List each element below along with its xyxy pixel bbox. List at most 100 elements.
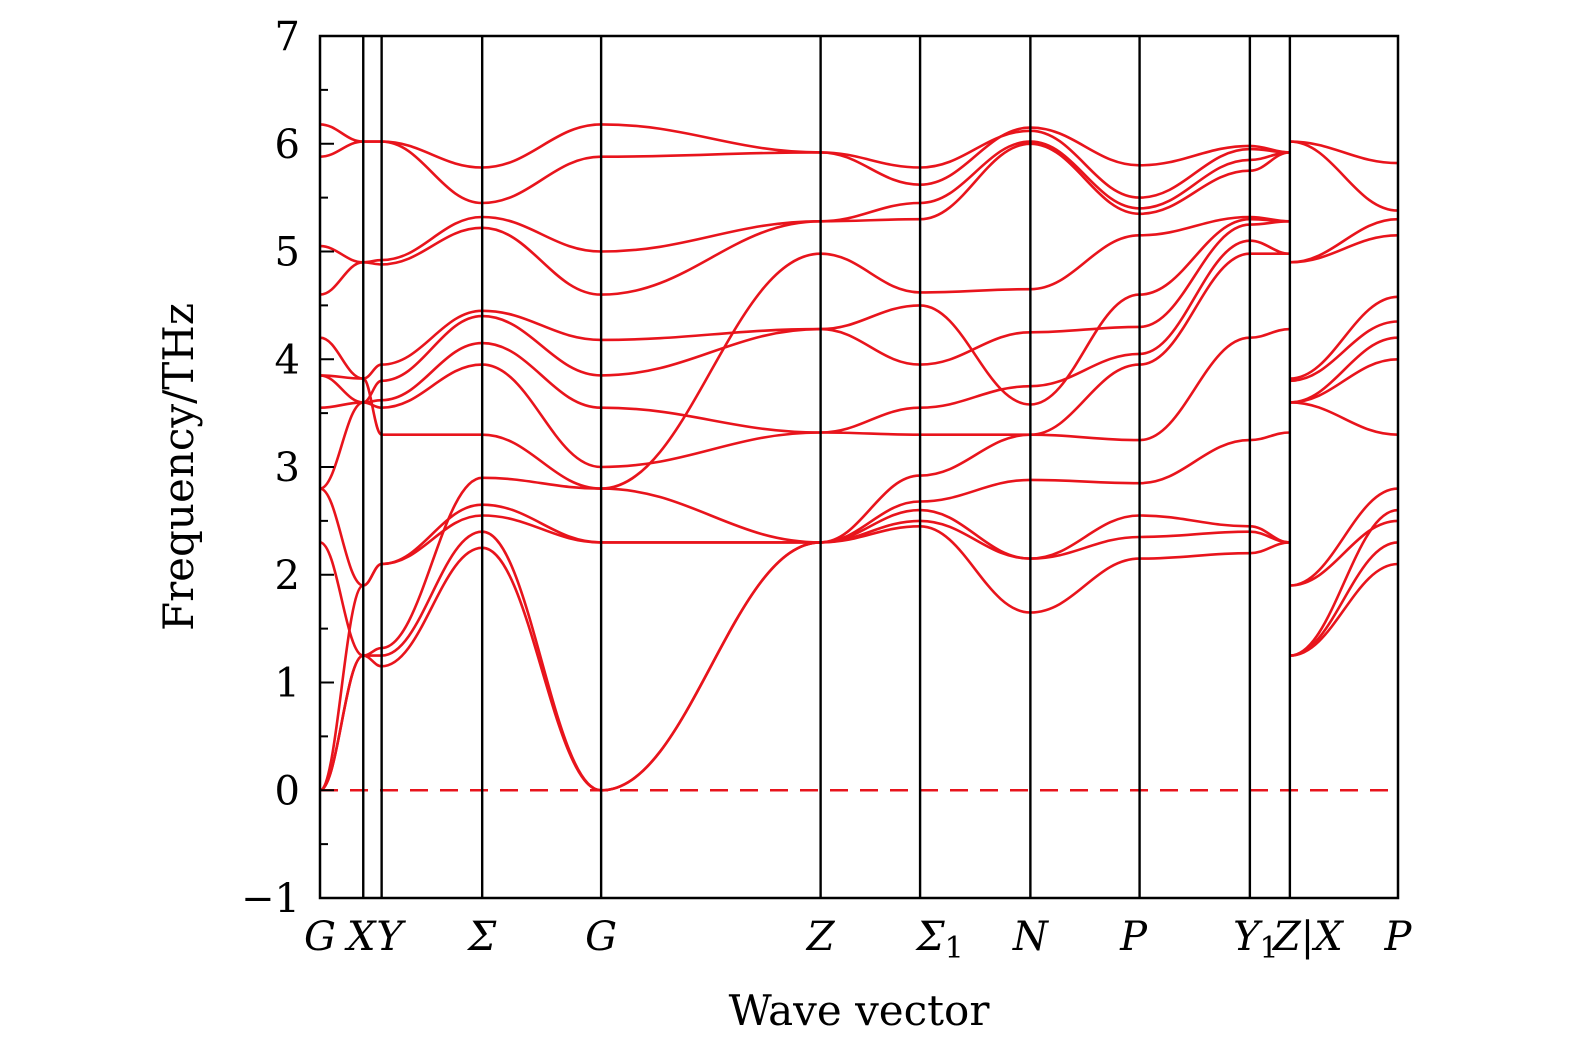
band-Y-Σ-14 [381,140,483,205]
band-Y-Σ-4 [381,476,483,650]
band-N-P-1 [1030,557,1140,614]
band-Z-Σ1-6 [820,431,921,436]
band-Σ1-N-3 [920,519,1031,560]
band-G-X-2 [319,654,364,792]
band-X-P-6 [1289,401,1399,436]
band-Y-Σ-3 [381,514,483,566]
band-G-X-6 [319,401,364,490]
band-N-P-5 [1030,433,1140,442]
band-G-X-12 [319,244,364,264]
band-N-P-11 [1030,142,1140,216]
band-X-Y-12 [363,258,382,264]
band-Y-Σ-7 [381,341,483,402]
band-P-Y1-12 [1139,158,1250,210]
band-G-Z-12 [601,220,821,253]
band-Σ-G-3 [482,514,602,544]
band-P-Y1-6 [1139,252,1250,366]
band-Y1-Z|X-3 [1249,525,1291,544]
x-label-6: Σ1 [914,914,963,966]
band-N-P-13 [1030,129,1140,199]
band-Σ-G-2 [481,530,602,792]
y-tick-label: −1 [241,876,300,922]
band-Z-Σ1-14 [820,151,921,186]
band-X-P-9 [1289,320,1399,383]
band-Σ1-N-1 [920,525,1031,614]
band-Y-Σ-8 [381,314,483,383]
band-G-X-5 [319,487,364,587]
band-G-Z-11 [601,220,821,296]
band-N-P-7 [1030,352,1140,388]
y-tick-label: 5 [275,230,300,276]
band-N-P-10 [1030,234,1140,291]
x-label-2: Y [376,914,406,960]
band-N-P-8 [1030,325,1140,334]
band-P-Y1-10 [1139,215,1250,237]
band-G-X-10 [319,336,364,380]
band-G-X-11 [319,261,364,296]
band-P-Y1-3 [1139,514,1250,528]
band-G-Z-13 [601,123,821,154]
band-P-Y1-2 [1139,530,1250,539]
band-G-Z-6 [601,431,821,469]
band-Y-Σ-2 [381,530,483,657]
band-Y-Σ-9 [381,309,483,366]
band-N-P-4 [1030,478,1140,485]
y-tick-label: 0 [275,768,300,814]
x-label-4: G [585,914,617,960]
band-Σ1-N-4 [920,478,1031,503]
y-axis-ticks: −1 0 1 2 3 4 5 6 7 [241,14,334,922]
band-X-Y-1 [362,654,382,668]
x-label-5: Z [805,914,836,960]
band-X-P-2 [1289,541,1399,657]
band-Z-Σ1-7 [820,406,921,434]
band-Σ-G-11 [482,226,602,296]
band-Σ-G-6 [482,363,602,469]
band-Σ1-N-5 [920,433,1031,477]
y-tick-label: 4 [275,337,300,383]
band-Z-Σ1-12 [820,201,921,223]
band-P-Y1-9 [1139,217,1250,296]
band-X-P-13 [1289,140,1399,212]
band-Σ-G-9 [482,309,602,342]
band-G-Z-10 [601,252,821,490]
band-Σ1-N-10 [920,287,1031,294]
band-G-Z-8 [601,327,821,377]
band-Σ-G-14 [482,155,602,205]
band-X-P-8 [1289,336,1399,404]
band-Y1-Z|X-1 [1249,541,1290,555]
band-P-Y1-13 [1139,147,1250,199]
band-Y-Σ-11 [381,226,483,266]
band-Σ1-N-14 [920,126,1031,186]
x-label-9: Y1 [1233,914,1279,966]
band-Z-Σ1-5 [820,474,921,544]
x-label-10: Z|X [1271,914,1344,960]
band-G-Z-9 [601,327,821,342]
y-axis-title: Frequency/THz [154,303,203,631]
band-Y1-Z|X-12 [1249,151,1290,162]
band-Σ-G-10 [482,433,602,490]
band-Σ-G-7 [482,341,602,409]
band-Y1-Z|X-5 [1249,327,1290,339]
band-P-Y1-1 [1139,551,1250,560]
band-P-Y1-4 [1139,438,1250,485]
band-Σ1-N-12 [920,140,1031,205]
band-Σ-G-4 [482,476,602,490]
x-label-8: P [1119,914,1148,960]
band-N-P-12 [1030,140,1140,210]
band-Σ1-N-7 [920,384,1031,409]
band-Z-Σ1-8 [820,327,921,366]
y-tick-label: 1 [275,661,300,707]
band-P-Y1-5 [1139,336,1250,442]
band-X-P-10 [1289,295,1399,380]
band-Σ-G-13 [482,123,602,169]
high-symmetry-lines [362,36,1292,898]
band-G-Z-14 [601,151,821,158]
band-X-Y-9 [362,363,382,380]
x-axis-symmetry-labels: G X Y Σ G Z Σ1 N P Y1Z|X P [304,914,1413,966]
band-P-Y1-11 [1139,169,1250,216]
band-X-Y-8 [362,379,383,404]
band-X-P-14 [1289,140,1399,165]
band-G-X-3 [319,584,364,792]
band-G-X-14 [319,123,364,143]
